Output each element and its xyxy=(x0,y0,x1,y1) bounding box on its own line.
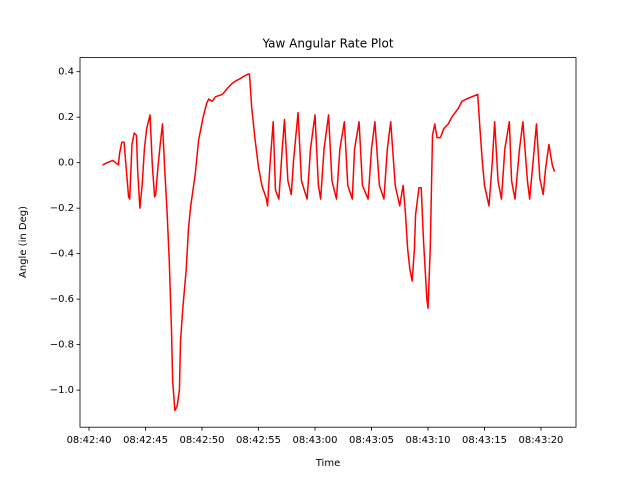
y-tick-label: −0.4 xyxy=(50,249,74,260)
x-tick-label: 08:43:05 xyxy=(349,435,394,446)
x-tick-label: 08:42:50 xyxy=(180,435,225,446)
y-tick-label: 0.2 xyxy=(58,112,74,123)
x-tick-label: 08:43:10 xyxy=(406,435,451,446)
chart-title: Yaw Angular Rate Plot xyxy=(261,37,393,51)
x-tick-label: 08:43:00 xyxy=(293,435,338,446)
y-tick-label: −1.0 xyxy=(50,385,74,396)
x-tick-label: 08:42:45 xyxy=(123,435,168,446)
y-tick-label: −0.2 xyxy=(50,203,74,214)
y-axis-label: Angle (in Deg) xyxy=(18,206,29,278)
y-tick-label: −0.8 xyxy=(50,340,74,351)
x-tick-label: 08:42:40 xyxy=(67,435,112,446)
x-tick-label: 08:42:55 xyxy=(236,435,281,446)
data-line xyxy=(102,73,556,412)
x-axis-label: Time xyxy=(315,458,340,469)
y-tick-label: 0.4 xyxy=(58,67,74,78)
y-tick-label: 0.0 xyxy=(58,158,74,169)
y-tick-label: −0.6 xyxy=(50,294,74,305)
x-tick-label: 08:43:15 xyxy=(462,435,507,446)
axes-frame xyxy=(79,57,577,428)
x-tick-label: 08:43:20 xyxy=(519,435,564,446)
